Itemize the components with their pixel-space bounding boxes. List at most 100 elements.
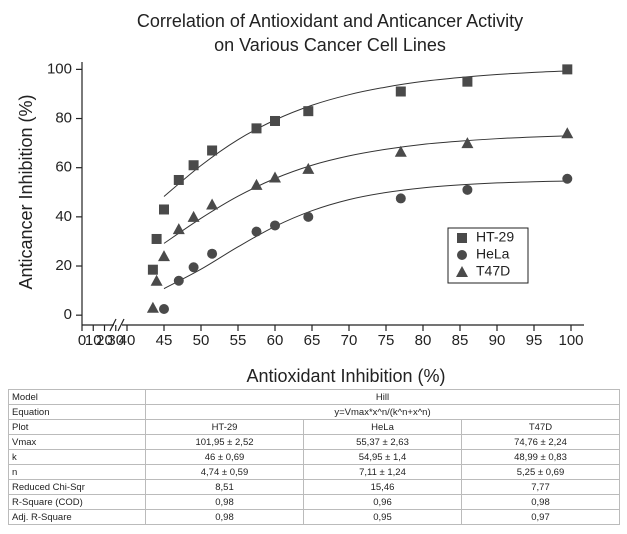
data-point: [251, 123, 262, 134]
data-point: [462, 184, 473, 195]
table-cell: 7,11 ± 1,24: [303, 464, 462, 480]
data-point: [462, 76, 473, 87]
data-point: [172, 223, 185, 235]
legend-marker: [456, 266, 468, 277]
table-cell: Hill: [145, 389, 620, 405]
data-point: [561, 127, 574, 139]
table-cell: 8,51: [145, 479, 304, 495]
x-tick-label: 40: [119, 332, 136, 349]
table-cell: 7,77: [461, 479, 620, 495]
data-point: [173, 275, 184, 286]
data-point: [562, 173, 573, 184]
table-cell: 5,25 ± 0,69: [461, 464, 620, 480]
x-axis-label: Antioxidant Inhibition (%): [246, 366, 445, 386]
data-point: [188, 262, 199, 273]
data-point: [151, 233, 162, 244]
x-tick-label: 0: [78, 332, 86, 349]
x-tick-label: 10: [85, 332, 102, 349]
data-point: [173, 174, 184, 185]
x-tick-label: 50: [193, 332, 210, 349]
data-point: [206, 198, 219, 210]
row-label: k: [8, 449, 146, 465]
data-point: [187, 210, 200, 222]
y-axis-label: Anticancer Inhibition (%): [16, 94, 36, 289]
data-point: [159, 304, 169, 315]
chart: Correlation of Antioxidant and Anticance…: [16, 11, 584, 386]
row-label: Equation: [8, 404, 146, 420]
x-tick-label: 45: [156, 332, 173, 349]
data-point: [147, 264, 158, 275]
data-point: [303, 211, 314, 222]
y-tick-label: 80: [55, 110, 72, 127]
table-cell: 55,37 ± 2,63: [303, 434, 462, 450]
x-tick-label: 20: [96, 332, 113, 349]
data-point: [251, 226, 262, 237]
row-label: Plot: [8, 419, 146, 435]
fit-curve: [163, 70, 572, 197]
table-cell: 15,46: [303, 479, 462, 495]
data-point: [269, 171, 281, 183]
table-cell: T47D: [461, 419, 620, 435]
data-point: [159, 204, 169, 215]
table-cell: HT-29: [145, 419, 304, 435]
x-tick-label: 100: [558, 332, 583, 349]
table-cell: 0,97: [461, 509, 620, 525]
chart-title: Correlation of Antioxidant and Anticance…: [137, 11, 523, 31]
chart-title: on Various Cancer Cell Lines: [214, 35, 446, 55]
table-row: Vmax 101,95 ± 2,52 55,37 ± 2,63 74,76 ± 2,2…: [8, 434, 620, 450]
table-cell: 0,98: [145, 494, 304, 510]
data-point: [158, 250, 170, 262]
y-tick-label: 100: [47, 60, 72, 77]
data-point: [303, 106, 314, 117]
data-point: [562, 64, 573, 75]
x-tick-label: 75: [378, 332, 395, 349]
fit-curve: [163, 180, 572, 290]
y-tick-label: 60: [55, 159, 72, 176]
data-point: [302, 162, 315, 174]
axis-break: [109, 318, 117, 332]
data-point: [250, 178, 263, 190]
x-tick-label: 60: [267, 332, 284, 349]
data-point: [395, 86, 406, 97]
table-cell: 0,95: [303, 509, 462, 525]
data-point: [207, 248, 218, 259]
data-point: [150, 274, 163, 286]
axis-break: [117, 318, 125, 332]
data-point: [188, 160, 199, 171]
row-label: R-Square (COD): [8, 494, 146, 510]
legend-label: HT-29: [476, 229, 514, 245]
data-point: [461, 137, 474, 149]
data-point: [270, 220, 280, 231]
row-label: Vmax: [8, 434, 146, 450]
table-row: Equation y=Vmax*x^n/(k^n+x^n): [8, 404, 620, 420]
table-cell: 48,99 ± 0,83: [461, 449, 620, 465]
x-tick-label: 30: [107, 332, 124, 349]
legend-label: HeLa: [476, 246, 510, 262]
table-row: Adj. R-Square 0,98 0,95 0,97: [8, 509, 620, 525]
table-row: R-Square (COD) 0,98 0,96 0,98: [8, 494, 620, 510]
y-tick-label: 20: [55, 257, 72, 274]
data-point: [207, 145, 218, 156]
data-point: [395, 193, 406, 204]
fit-curve: [163, 135, 572, 244]
table-cell: 101,95 ± 2,52: [145, 434, 304, 450]
table-cell: 0,96: [303, 494, 462, 510]
row-label: Adj. R-Square: [8, 509, 146, 525]
x-tick-label: 65: [304, 332, 321, 349]
legend-marker: [457, 233, 467, 243]
table-cell: HeLa: [303, 419, 462, 435]
table-cell: 4,74 ± 0,59: [145, 464, 304, 480]
x-tick-label: 55: [230, 332, 247, 349]
row-label: Model: [8, 389, 146, 405]
data-point: [394, 145, 407, 157]
table-row: k 46 ± 0,69 54,95 ± 1,4 48,99 ± 0,83: [8, 449, 620, 465]
row-label: n: [8, 464, 146, 480]
data-point: [270, 115, 280, 126]
table-row: Plot HT-29 HeLa T47D: [8, 419, 620, 435]
row-label: Reduced Chi-Sqr: [8, 479, 146, 495]
table-cell: 74,76 ± 2,24: [461, 434, 620, 450]
table-cell: 0,98: [145, 509, 304, 525]
table-cell: y=Vmax*x^n/(k^n+x^n): [145, 404, 620, 420]
legend-label: T47D: [476, 263, 510, 279]
table-row: n 4,74 ± 0,59 7,11 ± 1,24 5,25 ± 0,69: [8, 464, 620, 480]
